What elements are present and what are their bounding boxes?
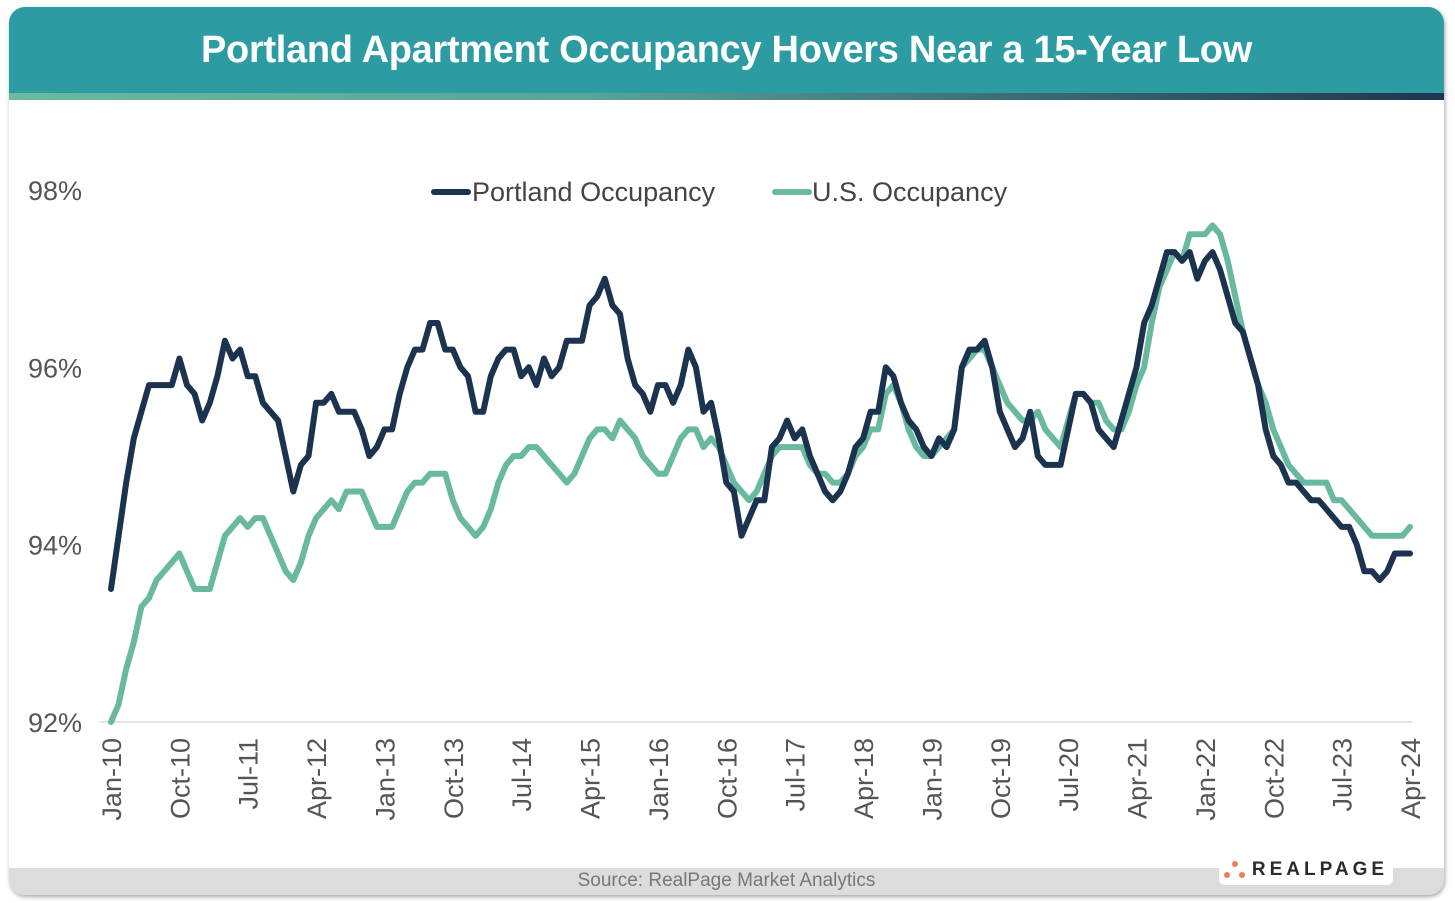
x-tick-label: Jul-14 — [507, 738, 537, 812]
series-lines — [108, 222, 1413, 725]
legend-label-us: U.S. Occupancy — [812, 177, 1008, 207]
legend-item-portland: Portland Occupancy — [431, 177, 716, 207]
x-tick-label: Jan-16 — [644, 738, 674, 821]
x-tick-label: Jul-11 — [234, 738, 264, 810]
x-tick-label: Oct-10 — [165, 738, 195, 819]
x-tick-label: Jul-20 — [1054, 738, 1084, 812]
x-tick-label: Oct-22 — [1259, 738, 1289, 819]
legend-item-us: U.S. Occupancy — [772, 177, 1008, 207]
legend-label-portland: Portland Occupancy — [472, 177, 716, 207]
x-tick-label: Apr-24 — [1396, 738, 1426, 819]
x-axis-ticks: Jan-10 Oct-10 Jul-11 Apr-12 Jan-13 Oct-13 Jul-… — [97, 738, 1426, 821]
series-line-portland — [108, 249, 1413, 592]
y-tick-label: 96% — [28, 353, 82, 383]
chart-title: Portland Apartment Occupancy Hovers Near… — [201, 28, 1252, 71]
x-tick-label: Apr-12 — [302, 738, 332, 819]
x-tick-label: Jan-19 — [917, 738, 947, 821]
x-tick-label: Apr-21 — [1123, 738, 1153, 819]
x-tick-label: Jan-10 — [97, 738, 127, 821]
y-tick-label: 94% — [28, 531, 82, 561]
x-tick-label: Jan-13 — [370, 738, 400, 821]
y-tick-label: 98% — [28, 176, 82, 206]
realpage-logo: REALPAGE — [1219, 855, 1393, 885]
x-tick-label: Oct-13 — [439, 738, 469, 819]
chart-card: Portland Apartment Occupancy Hovers Near… — [9, 7, 1444, 895]
x-tick-label: Apr-18 — [849, 738, 879, 819]
footer-bar: Source: RealPage Market Analytics — [9, 868, 1444, 895]
x-tick-label: Oct-16 — [712, 738, 742, 819]
x-tick-label: Apr-15 — [576, 738, 606, 819]
logo-dots-icon — [1223, 861, 1246, 879]
y-axis-ticks: 92% 94% 96% 98% — [28, 176, 82, 738]
source-note: Source: RealPage Market Analytics — [577, 870, 876, 891]
title-accent-stripe — [9, 93, 1444, 100]
x-tick-label: Oct-19 — [986, 738, 1016, 819]
logo-text: REALPAGE — [1251, 859, 1389, 880]
legend: Portland Occupancy U.S. Occupancy — [431, 177, 1008, 207]
x-tick-label: Jul-17 — [781, 738, 811, 812]
y-tick-label: 92% — [28, 708, 82, 738]
x-tick-label: Jul-23 — [1328, 738, 1358, 812]
x-tick-label: Jan-22 — [1191, 738, 1221, 821]
title-bar: Portland Apartment Occupancy Hovers Near… — [9, 7, 1444, 93]
series-line-us — [108, 222, 1413, 725]
